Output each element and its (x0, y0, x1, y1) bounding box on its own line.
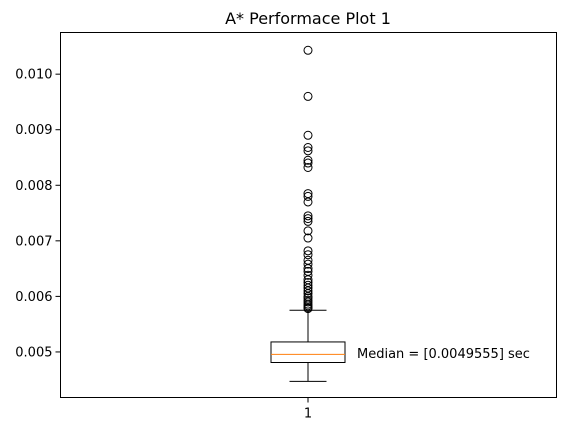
outlier-point (303, 250, 313, 260)
outlier-point (303, 264, 313, 274)
outlier-point (303, 216, 313, 226)
chart-title: A* Performace Plot 1 (225, 9, 391, 28)
y-tick-label: 0.010 (15, 68, 52, 83)
outlier-point (303, 158, 313, 168)
outlier-point (303, 270, 313, 280)
median-annotation: Median = [0.0049555] sec (357, 347, 530, 362)
outlier-point (303, 304, 313, 314)
outlier-point (303, 146, 313, 156)
outlier-point (303, 91, 313, 101)
outlier-point (303, 211, 313, 221)
outlier-point (303, 197, 313, 207)
outlier-point (303, 143, 313, 152)
y-tick-label: 0.006 (15, 290, 52, 305)
y-tick-label: 0.007 (15, 234, 52, 249)
iqr-box (270, 341, 346, 364)
outlier-point (303, 233, 313, 243)
x-tick-label: 1 (304, 407, 312, 422)
outlier-point (303, 130, 313, 140)
outlier-point (303, 214, 313, 224)
y-tick-label: 0.005 (15, 345, 52, 360)
y-tick-label: 0.009 (15, 123, 52, 138)
outlier-point (303, 163, 313, 172)
outlier-point (303, 286, 313, 296)
outlier-point (303, 191, 313, 201)
outlier-point (303, 45, 313, 55)
plot-area: 0.005 0.006 0.007 0.008 0.009 0.010 1 (15, 45, 346, 422)
y-tick-label: 0.008 (15, 179, 52, 194)
outlier-point (303, 259, 313, 269)
outlier-point (303, 246, 313, 256)
axes-frame (60, 32, 557, 398)
outlier-point (303, 297, 313, 307)
outlier-point (303, 226, 313, 236)
outlier-point (303, 155, 313, 165)
